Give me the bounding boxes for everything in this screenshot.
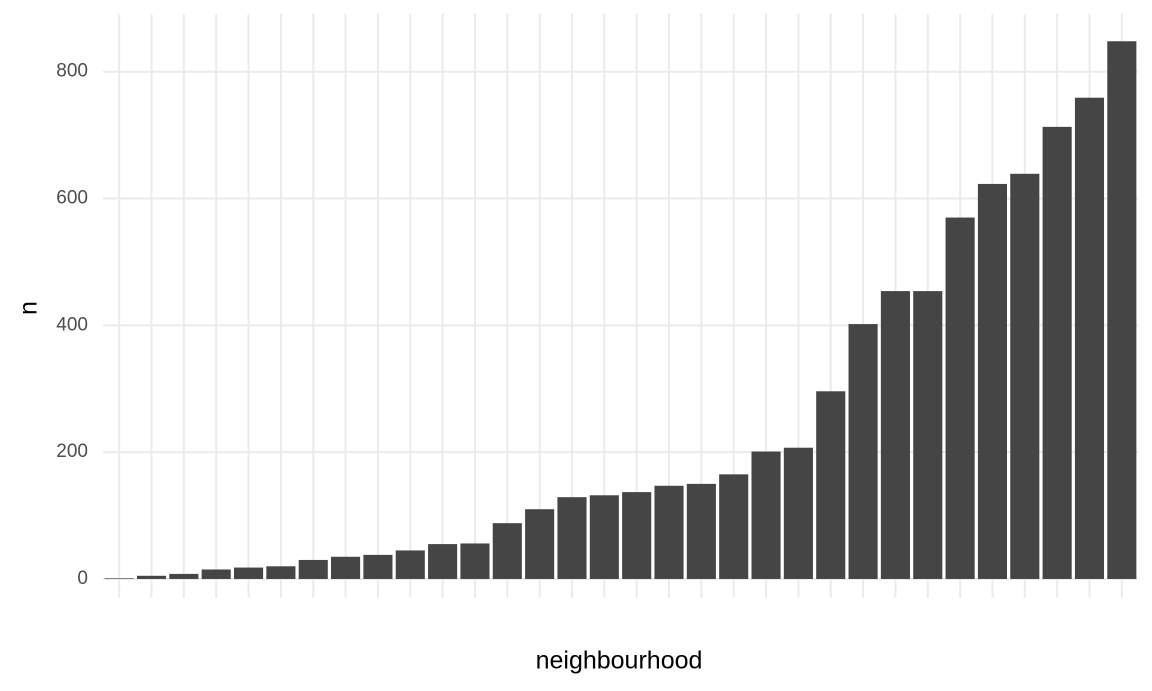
bar (622, 492, 652, 579)
bar (233, 567, 264, 579)
bar (1107, 41, 1137, 579)
bar (331, 556, 361, 579)
bar (169, 573, 199, 579)
y-tick-label: 800 (56, 61, 88, 82)
y-tick-label: 200 (56, 441, 88, 462)
y-axis-title: n (15, 301, 43, 315)
bar (525, 509, 555, 579)
y-tick-label: 0 (77, 568, 88, 589)
bar (104, 578, 134, 579)
bar (686, 483, 716, 579)
bar (816, 391, 846, 579)
bar (557, 497, 587, 579)
bar (460, 543, 490, 579)
bar (751, 451, 781, 579)
bar (201, 569, 231, 579)
bar (654, 485, 684, 579)
bar (298, 559, 328, 579)
bar (783, 447, 813, 579)
bar (880, 291, 910, 579)
bar (492, 523, 522, 579)
bar (1010, 173, 1040, 579)
y-tick-label: 600 (56, 188, 88, 209)
bar (1042, 126, 1072, 579)
bar (136, 575, 167, 579)
bar (1074, 97, 1105, 579)
bar (428, 544, 458, 579)
bar (266, 566, 296, 579)
bar (913, 291, 943, 579)
bar (363, 554, 393, 579)
y-tick-label: 400 (56, 314, 88, 335)
bar (719, 474, 749, 579)
x-axis-title: neighbourhood (536, 647, 703, 675)
bar (395, 550, 425, 579)
bar (848, 324, 878, 579)
bar (589, 495, 619, 579)
bar (977, 183, 1008, 579)
bar (945, 217, 975, 579)
